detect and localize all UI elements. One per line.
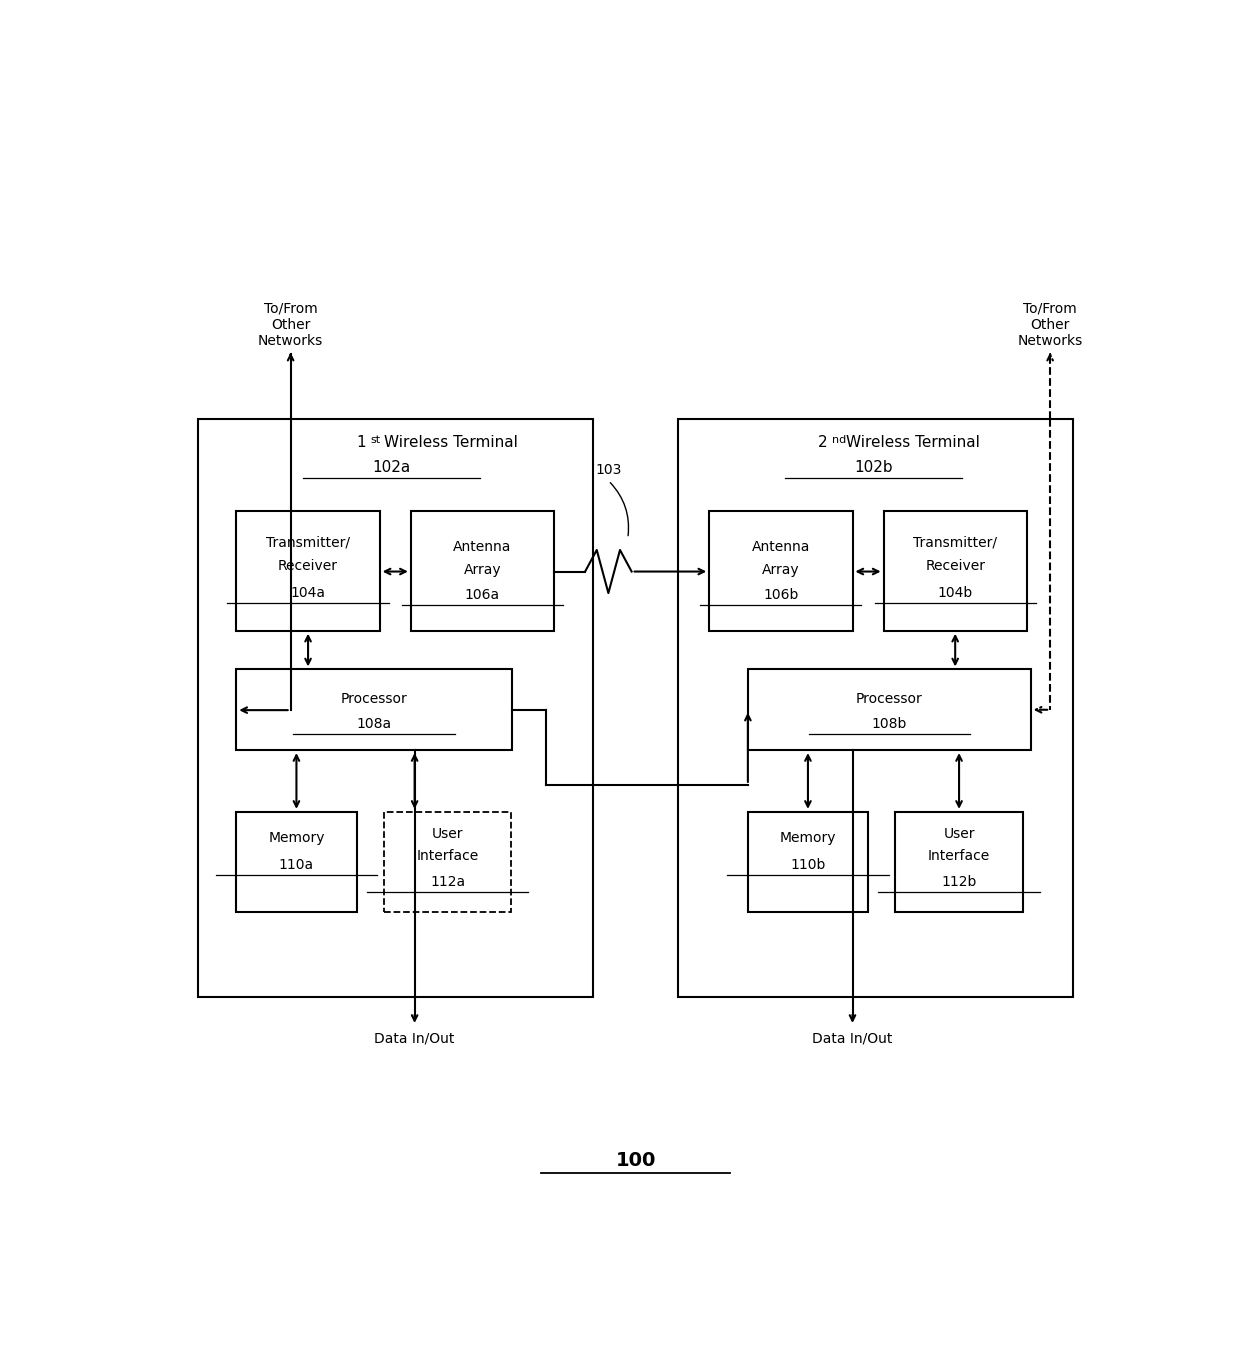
Text: Transmitter/: Transmitter/ <box>913 537 997 550</box>
Text: Wireless Terminal: Wireless Terminal <box>846 434 980 449</box>
Text: 108b: 108b <box>872 716 906 731</box>
Text: Interface: Interface <box>928 850 991 864</box>
Bar <box>748 812 868 913</box>
Bar <box>237 669 511 750</box>
Bar <box>237 812 357 913</box>
Text: 106b: 106b <box>763 588 799 602</box>
Text: Receiver: Receiver <box>278 558 339 573</box>
Bar <box>895 812 1023 913</box>
Bar <box>709 512 853 631</box>
Text: Memory: Memory <box>780 831 836 844</box>
Text: Processor: Processor <box>341 692 407 706</box>
Text: 100: 100 <box>615 1151 656 1170</box>
Text: Data In/Out: Data In/Out <box>374 1031 455 1045</box>
Text: Data In/Out: Data In/Out <box>812 1031 893 1045</box>
Bar <box>678 419 1074 997</box>
Text: Interface: Interface <box>417 850 479 864</box>
Text: 106a: 106a <box>465 588 500 602</box>
Text: Array: Array <box>763 563 800 577</box>
Text: Transmitter/: Transmitter/ <box>267 537 350 550</box>
Text: nd: nd <box>832 436 846 445</box>
Text: User: User <box>432 827 464 842</box>
Bar <box>197 419 593 997</box>
Bar <box>883 512 1027 631</box>
Text: 102a: 102a <box>372 460 410 475</box>
Text: st: st <box>371 436 381 445</box>
Text: Wireless Terminal: Wireless Terminal <box>383 434 517 449</box>
Text: 103: 103 <box>595 463 621 477</box>
Text: 2: 2 <box>817 434 827 449</box>
Text: Processor: Processor <box>856 692 923 706</box>
Text: 102b: 102b <box>854 460 893 475</box>
Text: Receiver: Receiver <box>925 558 986 573</box>
Text: Antenna: Antenna <box>751 539 810 554</box>
Text: 112a: 112a <box>430 874 465 889</box>
Bar <box>748 669 1030 750</box>
Text: 110b: 110b <box>790 858 826 872</box>
Text: 110a: 110a <box>279 858 314 872</box>
Text: 104b: 104b <box>937 586 973 601</box>
Bar <box>237 512 379 631</box>
Text: 1: 1 <box>357 434 366 449</box>
Text: Antenna: Antenna <box>454 539 512 554</box>
Text: 108a: 108a <box>356 716 392 731</box>
Text: User: User <box>944 827 975 842</box>
FancyArrowPatch shape <box>610 482 629 535</box>
Text: Memory: Memory <box>268 831 325 844</box>
Bar <box>410 512 554 631</box>
Text: 112b: 112b <box>941 874 977 889</box>
Bar <box>383 812 511 913</box>
Text: To/From
Other
Networks: To/From Other Networks <box>258 302 324 349</box>
Text: Array: Array <box>464 563 501 577</box>
Text: To/From
Other
Networks: To/From Other Networks <box>1018 302 1083 349</box>
Text: 104a: 104a <box>290 586 326 601</box>
